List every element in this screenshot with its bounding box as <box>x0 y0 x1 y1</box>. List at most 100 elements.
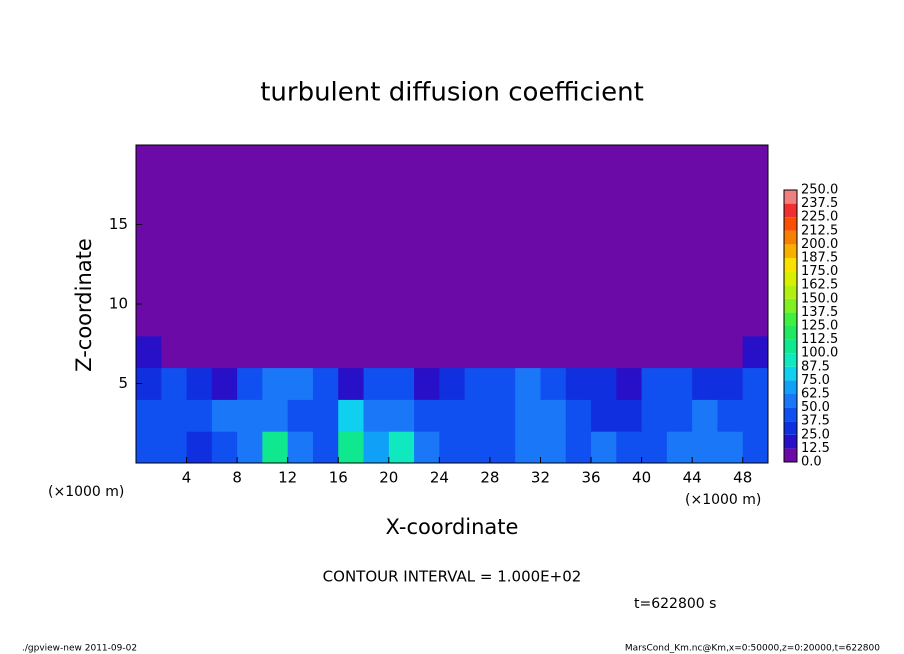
heat-cell <box>591 176 617 210</box>
colorbar-label: 125.0 <box>801 319 838 334</box>
heat-cell <box>641 176 668 210</box>
heat-cell <box>338 367 365 400</box>
heat-cell <box>211 176 238 210</box>
heat-cell <box>666 335 693 369</box>
heat-cell <box>262 304 289 337</box>
heat-cell <box>692 431 718 464</box>
heat-cell <box>312 240 339 273</box>
heat-cell <box>262 272 289 305</box>
colorbar-label: 250.0 <box>801 183 838 198</box>
heat-cell <box>591 240 617 273</box>
heat-cell <box>439 399 466 432</box>
heat-cell <box>237 208 263 241</box>
heat-cell <box>565 240 592 273</box>
heat-cell <box>287 272 314 305</box>
heat-cell <box>742 335 769 369</box>
heat-cell <box>565 145 592 178</box>
heat-cell <box>211 240 238 273</box>
heat-cell <box>211 145 238 178</box>
colorbar-band <box>784 366 797 381</box>
heat-cell <box>287 240 314 273</box>
heat-cell <box>388 399 415 432</box>
heat-cell <box>717 367 744 400</box>
heat-cell <box>439 240 466 273</box>
contour-note: CONTOUR INTERVAL = 1.000E+02 <box>323 568 582 586</box>
heat-cell <box>489 240 516 273</box>
heat-cell <box>161 240 188 273</box>
heat-cell <box>363 335 390 369</box>
colorbar-label: 150.0 <box>801 291 838 306</box>
heat-cell <box>616 431 643 464</box>
x-tick-label: 48 <box>733 469 752 487</box>
heat-cell <box>136 399 162 432</box>
heat-cell <box>565 208 592 241</box>
heat-cell <box>515 145 541 178</box>
heat-cell <box>616 367 643 400</box>
heat-cell <box>237 176 263 210</box>
heat-cell <box>312 367 339 400</box>
colorbar-label: 237.5 <box>801 196 838 211</box>
colorbar-band <box>784 244 797 258</box>
heat-cell <box>237 240 263 273</box>
colorbar-label: 187.5 <box>801 251 838 266</box>
heat-cell <box>161 335 188 369</box>
colorbar-label: 175.0 <box>801 264 838 279</box>
heat-cell <box>742 304 769 337</box>
heat-cell <box>692 399 718 432</box>
heat-cell <box>692 304 718 337</box>
heat-cell <box>666 240 693 273</box>
heat-cell <box>515 399 541 432</box>
heat-cell <box>287 335 314 369</box>
heat-cell <box>388 431 415 464</box>
heat-cell <box>464 304 491 337</box>
heat-cell <box>565 335 592 369</box>
heat-cell <box>388 240 415 273</box>
heat-cell <box>136 145 162 178</box>
colorbar-band <box>784 380 797 394</box>
heat-cell <box>338 176 365 210</box>
heat-cell <box>489 399 516 432</box>
colorbar-frame <box>783 189 798 463</box>
x-tick-label: 36 <box>581 469 600 487</box>
heat-cell <box>742 176 769 210</box>
chart-title: turbulent diffusion coefficient <box>260 78 644 108</box>
heat-cell <box>338 304 365 337</box>
heat-cell <box>717 240 744 273</box>
heat-cell <box>515 304 541 337</box>
heat-cell <box>388 367 415 400</box>
heat-cell <box>489 304 516 337</box>
colorbar-label: 225.0 <box>801 210 838 225</box>
heat-cell <box>692 272 718 305</box>
heat-cell <box>186 399 213 432</box>
heat-cell <box>161 145 188 178</box>
heat-cell <box>262 208 289 241</box>
heat-cell <box>161 176 188 210</box>
colorbar-band <box>784 394 797 408</box>
heat-cell <box>363 304 390 337</box>
heat-cell <box>666 176 693 210</box>
heat-cell <box>616 208 643 241</box>
heat-cell <box>540 208 567 241</box>
heat-cell <box>616 399 643 432</box>
colorbar-label: 100.0 <box>801 346 838 361</box>
heat-cell <box>136 335 162 369</box>
heat-cell <box>742 272 769 305</box>
heat-cell <box>666 431 693 464</box>
heat-cell <box>464 272 491 305</box>
heat-cell <box>641 240 668 273</box>
heat-cell <box>388 176 415 210</box>
heat-cell <box>692 335 718 369</box>
heat-cell <box>237 367 263 400</box>
x-axis-label: X-coordinate <box>386 515 519 539</box>
colorbar-band <box>784 312 797 326</box>
heat-cell <box>363 176 390 210</box>
heat-cell <box>540 335 567 369</box>
heat-cell <box>363 431 390 464</box>
heat-cell <box>312 272 339 305</box>
heat-cell <box>186 240 213 273</box>
heat-cell <box>515 431 541 464</box>
heat-cell <box>414 272 440 305</box>
heat-cell <box>312 431 339 464</box>
heat-cell <box>692 208 718 241</box>
heat-cell <box>515 367 541 400</box>
